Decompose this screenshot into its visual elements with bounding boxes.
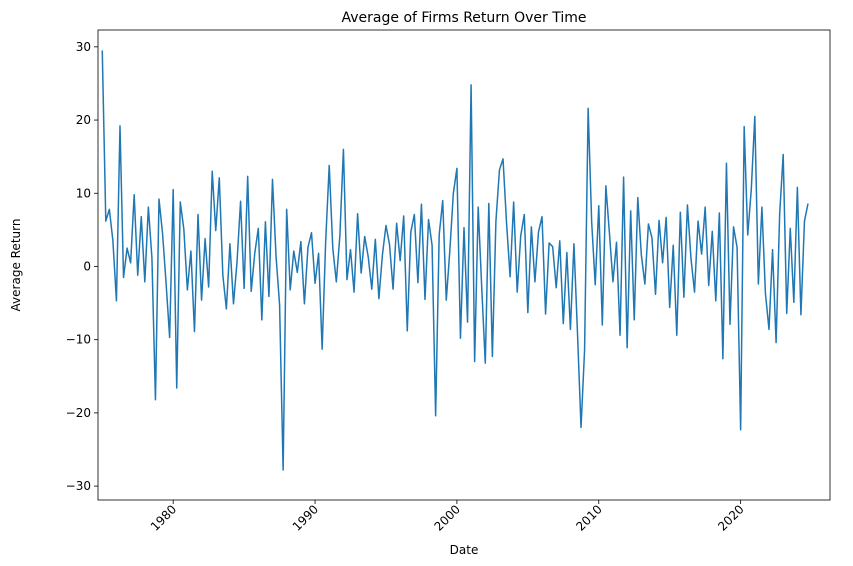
x-tick-label: 1980 [148, 502, 179, 533]
x-tick-label: 2000 [432, 502, 463, 533]
plot-frame [97, 29, 831, 501]
y-tick-label: −20 [66, 406, 91, 420]
chart-title: Average of Firms Return Over Time [342, 10, 587, 26]
x-tick-label: 2020 [715, 502, 746, 533]
y-tick-label: −30 [66, 479, 91, 493]
x-tick-label: 2010 [573, 502, 604, 533]
y-axis-label: Average Return [9, 219, 23, 312]
y-tick-label: 0 [83, 259, 91, 273]
y-tick-label: 20 [76, 113, 91, 127]
x-tick-label: 1990 [290, 502, 321, 533]
y-tick-label: −10 [66, 333, 91, 347]
y-tick-label: 10 [76, 186, 91, 200]
data-line [101, 50, 809, 471]
y-tick-label: 30 [76, 40, 91, 54]
x-axis-label: Date [450, 543, 479, 557]
